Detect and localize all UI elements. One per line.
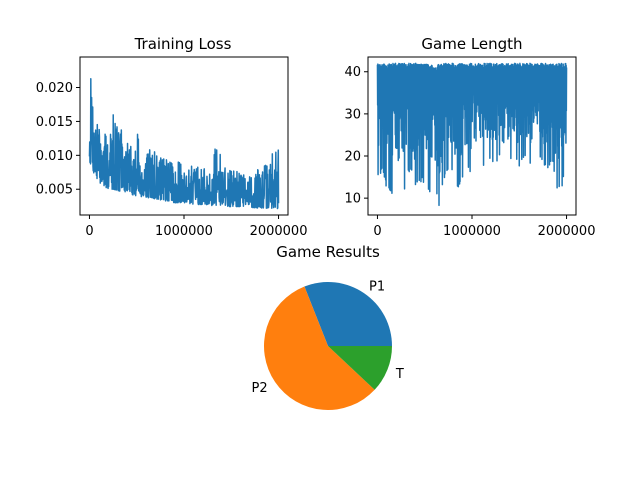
training-loss-y-tick-label: 0.005 (36, 183, 73, 198)
training-loss-plot-area: 0 1000000 2000000 0.005 0.010 0.015 0.020 (36, 78, 308, 239)
game-length-y-tick-label: 20 (344, 150, 361, 165)
game-length-chart: Game Length 0 1000000 2000000 10 20 30 40 (344, 35, 595, 239)
game-results-chart: Game Results P1 P2 T (252, 243, 404, 410)
game-length-y-tick-label: 10 (344, 192, 361, 207)
pie-label-t: T (395, 367, 404, 382)
game-length-frame (367, 56, 577, 216)
training-loss-y-tick-label: 0.020 (36, 81, 73, 96)
game-length-y-tick-label: 40 (344, 65, 361, 80)
game-length-plot-area: 0 1000000 2000000 10 20 30 40 (344, 62, 596, 239)
game-length-x-tick-label: 1000000 (443, 224, 501, 239)
pie-slice-t (328, 346, 392, 390)
training-loss-y-tick-label: 0.010 (36, 149, 73, 164)
game-length-x-tick-label: 0 (373, 224, 381, 239)
game-results-title: Game Results (276, 243, 380, 261)
pie-label-p2: P2 (252, 381, 268, 396)
training-loss-x-tick-label: 1000000 (155, 224, 213, 239)
game-length-y-tick-label: 30 (344, 107, 361, 122)
game-length-x-tick-label: 2000000 (538, 224, 596, 239)
training-loss-series-line (88, 78, 280, 210)
pie-slice-p1 (304, 281, 392, 346)
pie-slice-p2 (263, 286, 375, 410)
pie-label-p1: P1 (369, 280, 385, 295)
game-results-pie: P1 P2 T (252, 280, 404, 410)
game-length-title: Game Length (421, 35, 522, 53)
game-length-series-line (376, 62, 568, 207)
training-loss-title: Training Loss (134, 35, 232, 53)
training-loss-x-tick-label: 2000000 (250, 224, 308, 239)
training-loss-x-tick-label: 0 (85, 224, 93, 239)
training-loss-frame (79, 56, 289, 216)
training-loss-y-tick-label: 0.015 (36, 115, 73, 130)
training-loss-chart: Training Loss 0 1000000 20000000.0050.0100… (36, 35, 308, 239)
